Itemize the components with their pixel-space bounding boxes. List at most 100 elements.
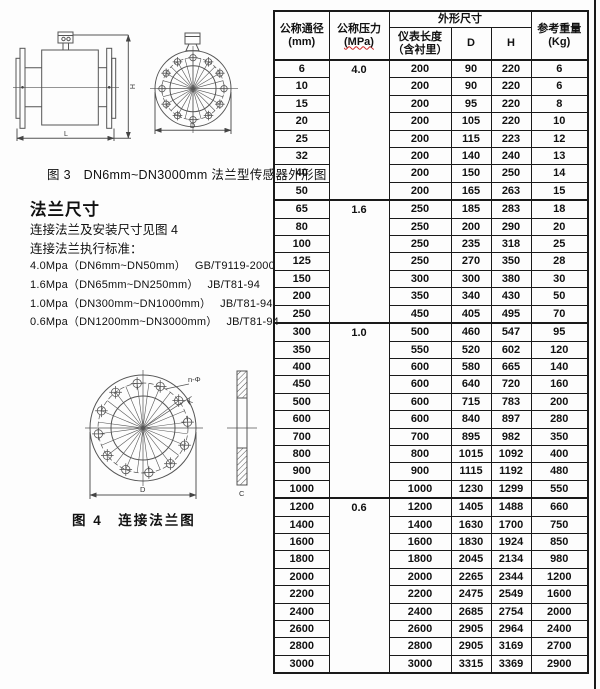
- table-cell: 250: [388, 199, 452, 219]
- table-cell: 450: [388, 304, 452, 324]
- table-cell: 480: [530, 462, 589, 481]
- fig4-bolt-count-label: n-Φ: [188, 375, 201, 384]
- table-cell: 150: [273, 269, 330, 289]
- table-cell: 2200: [388, 585, 452, 604]
- table-row: 20 200 105 220 10: [273, 112, 589, 131]
- table-cell: 6: [530, 77, 589, 96]
- table-row: 1400 1400 1630 1700 750: [273, 515, 589, 534]
- pressure-group-cell: 0.6: [328, 497, 390, 674]
- table-cell: 400: [273, 357, 330, 377]
- figure4-connection-flange-drawing: n-Φ K D C: [85, 370, 257, 499]
- table-cell: 2905: [450, 619, 492, 639]
- table-cell: 400: [530, 444, 589, 464]
- table-cell: 550: [530, 479, 589, 499]
- table-cell: 500: [273, 392, 330, 412]
- table-row: 150 300 300 380 30: [273, 269, 589, 289]
- table-cell: 2000: [273, 567, 330, 587]
- table-row: 32 200 140 240 13: [273, 147, 589, 166]
- table-cell: 1092: [490, 444, 532, 464]
- table-row: 65 1.6 250 185 283 18: [273, 199, 589, 324]
- fig3-side-view: [13, 31, 131, 141]
- table-cell: 1600: [530, 585, 589, 604]
- table-cell: 1800: [388, 550, 452, 569]
- fig4-dim-c-label: C: [239, 489, 245, 498]
- table-row: 2800 2800 2905 3169 2700: [273, 637, 589, 656]
- table-cell: 140: [450, 147, 492, 166]
- flange-standard-line: 1.6Mpa（DN65mm~DN250mm） JB/T81-94: [30, 278, 261, 291]
- table-row: 3000 3000 3315 3369 2900: [273, 654, 589, 674]
- table-cell: 1830: [450, 532, 492, 552]
- table-cell: 105: [450, 112, 492, 131]
- header-nominal-diameter: 公称通径 (mm): [273, 10, 330, 61]
- table-cell: 460: [450, 322, 492, 342]
- table-cell: 70: [530, 304, 589, 324]
- table-cell: 2964: [490, 619, 532, 639]
- table-cell: 1488: [490, 497, 532, 517]
- table-cell: 895: [450, 427, 492, 446]
- table-cell: 250: [388, 235, 452, 254]
- table-cell: 850: [530, 532, 589, 552]
- table-cell: 300: [450, 269, 492, 289]
- table-cell: 800: [273, 444, 330, 464]
- table-cell: 235: [450, 235, 492, 254]
- table-cell: 185: [450, 199, 492, 219]
- table-row: 500 600 715 783 200: [273, 392, 589, 412]
- table-row: 125 250 270 350 28: [273, 252, 589, 271]
- table-cell: 220: [490, 112, 532, 131]
- table-cell: 250: [388, 252, 452, 271]
- pressure-group-cell: 1.6: [328, 199, 390, 324]
- table-cell: 2800: [388, 637, 452, 656]
- header-length-line1: 仪表长度: [398, 30, 442, 43]
- table-row: 1000 1000 1230 1299 550: [273, 479, 589, 499]
- flange-standards-list: 4.0Mpa（DN6mm~DN50mm） GB/T9119-2000 1.6Mpa…: [30, 257, 279, 332]
- table-cell: 2900: [530, 654, 589, 674]
- table-cell: 405: [450, 304, 492, 324]
- table-cell: 900: [273, 462, 330, 481]
- table-cell: 2549: [490, 585, 532, 604]
- table-row: 700 700 895 982 350: [273, 427, 589, 446]
- table-cell: 800: [388, 444, 452, 464]
- table-cell: 2045: [450, 550, 492, 569]
- header-nominal-pressure: 公称压力 (MPa): [328, 10, 390, 61]
- fig4-side-view: [227, 370, 257, 486]
- table-row: 1200 0.6 1200 1405 1488 660: [273, 497, 589, 674]
- table-cell: 250: [273, 304, 330, 324]
- table-cell: 200: [388, 129, 452, 149]
- pressure-group-cell: 4.0: [328, 58, 390, 201]
- table-cell: 65: [273, 199, 330, 219]
- table-cell: 200: [388, 181, 452, 201]
- table-cell: 600: [388, 357, 452, 377]
- table-cell: 900: [388, 462, 452, 481]
- table-cell: 600: [388, 410, 452, 429]
- header-dn-unit: (mm): [288, 35, 316, 48]
- table-row: 1800 1800 2045 2134 980: [273, 550, 589, 569]
- table-cell: 263: [490, 181, 532, 201]
- fig4-front-view: [85, 370, 203, 499]
- table-cell: 350: [388, 287, 452, 306]
- table-cell: 897: [490, 410, 532, 429]
- table-cell: 2475: [450, 585, 492, 604]
- header-pressure-text: 公称压力: [337, 22, 381, 35]
- table-cell: 550: [388, 340, 452, 359]
- table-cell: 18: [530, 199, 589, 219]
- table-row: 50 200 165 263 15: [273, 181, 589, 201]
- table-cell: 115: [450, 129, 492, 149]
- table-cell: 1200: [273, 497, 330, 517]
- table-cell: 220: [490, 94, 532, 114]
- table-cell: 2700: [530, 637, 589, 656]
- table-row: 80 250 200 290 20: [273, 217, 589, 237]
- table-cell: 1600: [273, 532, 330, 552]
- table-row: 400 600 580 665 140: [273, 357, 589, 377]
- table-cell: 270: [450, 252, 492, 271]
- table-cell: 982: [490, 427, 532, 446]
- table-cell: 2000: [388, 567, 452, 587]
- fig4-dim-d-label: D: [140, 485, 146, 494]
- header-weight-text: 参考重量: [537, 22, 582, 35]
- table-cell: 380: [490, 269, 532, 289]
- table-cell: 1700: [490, 515, 532, 534]
- table-cell: 6: [530, 59, 589, 79]
- table-cell: 840: [450, 410, 492, 429]
- table-cell: 318: [490, 235, 532, 254]
- table-row: 800 800 1015 1092 400: [273, 444, 589, 464]
- table-cell: 50: [273, 181, 330, 201]
